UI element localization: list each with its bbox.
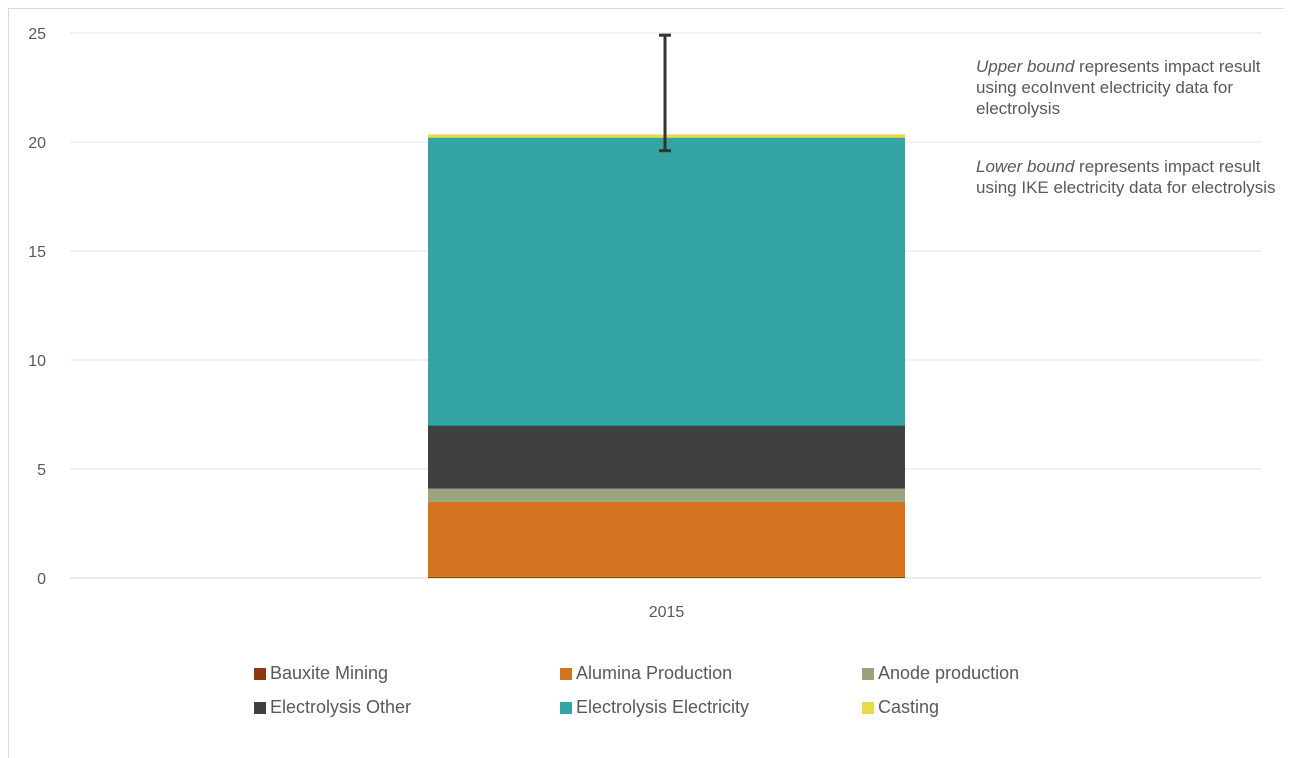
bar-segment bbox=[428, 501, 905, 577]
upper-bound-note: Upper bound represents impact result usi… bbox=[976, 56, 1286, 119]
lower-bound-text: represents impact result using IKE elect… bbox=[976, 157, 1276, 197]
y-tick-label: 0 bbox=[37, 571, 46, 588]
y-tick-label: 20 bbox=[28, 135, 46, 152]
x-tick-label: 2015 bbox=[649, 604, 685, 621]
upper-bound-text: represents impact result using ecoInvent… bbox=[976, 57, 1261, 118]
chart-frame bbox=[8, 8, 1284, 758]
bar-segment bbox=[428, 425, 905, 489]
upper-bound-label: Upper bound bbox=[976, 57, 1075, 76]
bar-segment bbox=[428, 488, 905, 502]
lower-bound-label: Lower bound bbox=[976, 157, 1075, 176]
y-tick-label: 25 bbox=[28, 26, 46, 43]
bar-segment bbox=[428, 576, 905, 578]
y-tick-label: 15 bbox=[28, 244, 46, 261]
bar-segment bbox=[428, 137, 905, 426]
lower-bound-note: Lower bound represents impact result usi… bbox=[976, 156, 1286, 198]
y-tick-label: 5 bbox=[37, 462, 46, 479]
y-tick-label: 10 bbox=[28, 353, 46, 370]
